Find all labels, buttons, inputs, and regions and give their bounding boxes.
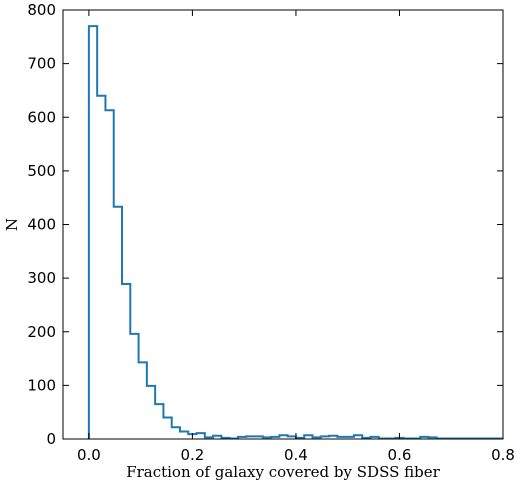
y-tick-label: 800 bbox=[27, 1, 56, 19]
x-tick-label: 0.6 bbox=[388, 446, 412, 464]
x-axis-label: Fraction of galaxy covered by SDSS fiber bbox=[126, 463, 440, 481]
y-tick-label: 600 bbox=[27, 108, 56, 126]
y-tick-label: 500 bbox=[27, 162, 56, 180]
x-tick-label: 0.4 bbox=[284, 446, 308, 464]
x-axis-ticks: 0.0 0.2 0.4 0.6 0.8 bbox=[77, 10, 515, 464]
y-tick-label: 0 bbox=[46, 430, 56, 448]
x-tick-label: 0.2 bbox=[180, 446, 204, 464]
histogram-step-line bbox=[87, 25, 503, 440]
y-tick-label: 200 bbox=[27, 323, 56, 341]
y-axis-ticks: 0 100 200 300 400 500 600 700 800 bbox=[27, 1, 503, 448]
x-tick-label: 0.8 bbox=[491, 446, 515, 464]
y-tick-label: 700 bbox=[27, 55, 56, 73]
plot-area bbox=[62, 9, 504, 440]
x-tick-label: 0.0 bbox=[77, 446, 101, 464]
axes-frame bbox=[62, 9, 504, 440]
y-tick-label: 400 bbox=[27, 216, 56, 234]
y-axis-label: N bbox=[3, 218, 21, 231]
y-tick-label: 100 bbox=[27, 376, 56, 394]
y-tick-label: 300 bbox=[27, 269, 56, 287]
